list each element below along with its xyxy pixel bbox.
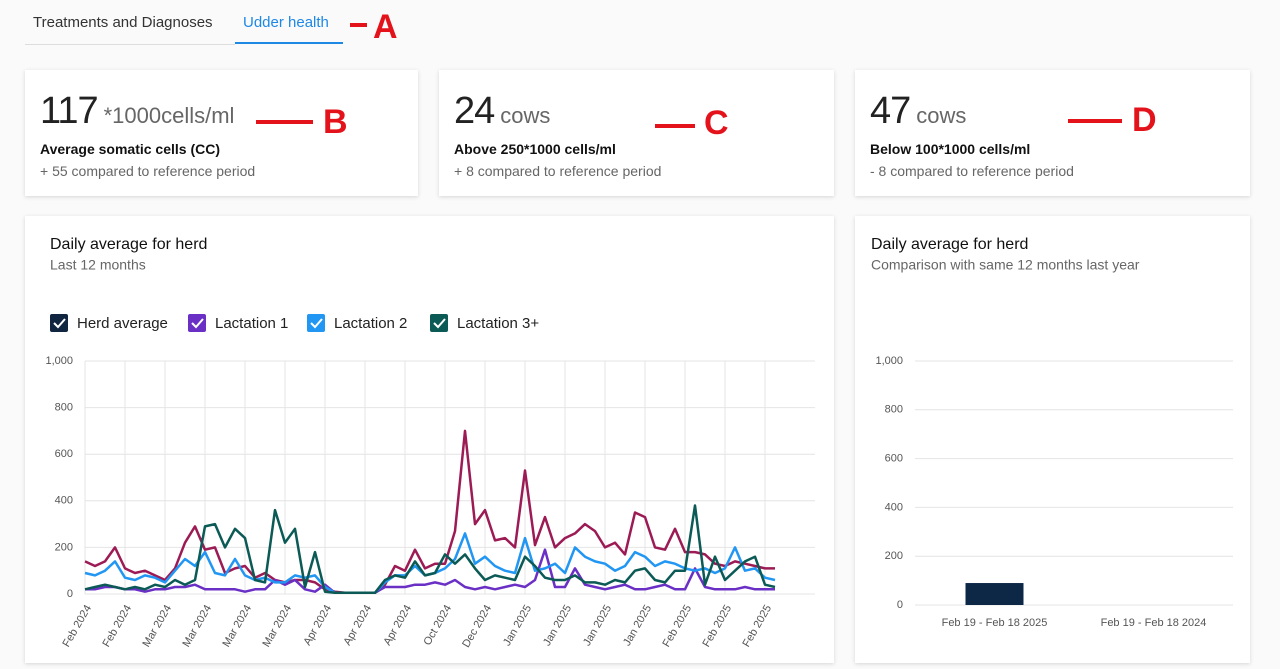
legend-check [191,318,204,329]
y-tick-label: 0 [897,599,903,611]
x-tick-label: Feb 2024 [60,603,94,649]
y-tick-label: 600 [885,453,903,465]
kpi-card: 117 *1000cells/ml Average somatic cells (… [25,70,418,196]
x-tick-label: Mar 2024 [140,603,174,649]
kpi-value: 24 [454,90,495,132]
annotation-dash [1068,119,1122,123]
tab[interactable]: Treatments and Diagnoses [33,14,213,31]
y-tick-label: 0 [67,588,73,600]
legend-label: Lactation 1 [215,315,288,332]
x-tick-label: Apr 2024 [381,603,414,648]
chart-subtitle: Last 12 months [50,257,146,273]
kpi-compare: + 8 compared to reference period [454,163,662,179]
annotation: A [373,8,398,46]
x-tick-label: Mar 2024 [180,603,214,649]
kpi-value: 117 [40,90,99,132]
chart-card [855,216,1250,663]
y-tick-label: 800 [55,402,73,414]
legend-label: Lactation 3+ [457,315,539,332]
x-tick-label: Jan 2025 [541,603,574,648]
y-tick-label: 400 [885,501,903,513]
x-tick-label: Apr 2024 [341,603,374,648]
x-tick-label: Mar 2024 [220,603,254,649]
y-tick-label: 1,000 [45,355,73,367]
series-line [85,548,775,595]
legend-checkbox[interactable] [307,314,325,332]
kpi-label: Average somatic cells (CC) [40,141,220,157]
x-tick-label: Feb 19 - Feb 18 2025 [942,617,1048,629]
legend-check [433,318,446,329]
kpi-card: 47 cows Below 100*1000 cells/ml - 8 compa… [855,70,1250,196]
series-line [84,504,776,595]
y-tick-label: 1,000 [875,355,903,367]
kpi-unit: *1000cells/ml [103,103,235,128]
annotation: B [323,103,348,141]
tab-border [25,44,235,45]
x-tick-label: Feb 2024 [100,603,134,649]
x-tick-label: Feb 2025 [740,603,774,649]
kpi-compare: - 8 compared to reference period [870,163,1074,179]
annotation-dash [256,120,313,124]
kpi-unit: cows [500,103,551,128]
legend-label: Lactation 2 [334,315,407,332]
y-tick-label: 200 [55,541,73,553]
kpi-card: 24 cows Above 250*1000 cells/ml + 8 compa… [439,70,834,196]
annotation-dash [350,23,367,27]
kpi-compare: + 55 compared to reference period [40,163,256,179]
x-tick-label: Jan 2025 [501,603,534,648]
annotation: D [1132,101,1157,139]
series-line [84,429,775,595]
x-tick-label: Apr 2024 [301,603,334,648]
legend-checkbox[interactable] [430,314,448,332]
legend-checkbox[interactable] [188,314,206,332]
x-tick-label: Mar 2024 [260,603,294,649]
chart-title: Daily average for herd [871,236,1028,253]
x-tick-label: Jan 2025 [581,603,614,648]
kpi-unit: cows [916,103,967,128]
x-tick-label: Feb 2025 [660,603,694,649]
legend-checkbox[interactable] [50,314,68,332]
kpi-value: 47 [870,90,911,132]
x-tick-label: Feb 2025 [700,603,734,649]
x-tick-label: Dec 2024 [460,603,494,650]
bar [965,583,1024,605]
chart-subtitle: Comparison with same 12 months last year [871,257,1140,273]
y-tick-label: 200 [885,550,903,562]
y-tick-label: 800 [885,404,903,416]
y-tick-label: 400 [55,495,73,507]
x-tick-label: Oct 2024 [421,603,454,648]
x-tick-label: Feb 19 - Feb 18 2024 [1101,617,1207,629]
annotation-dash [655,124,695,128]
kpi-label: Above 250*1000 cells/ml [454,141,616,157]
kpi-label: Below 100*1000 cells/ml [870,141,1031,157]
legend-check [53,318,66,329]
chart-title: Daily average for herd [50,236,207,253]
x-tick-label: Jan 2025 [621,603,654,648]
tab-underline [235,42,343,44]
legend-label: Herd average [77,315,168,332]
y-tick-label: 600 [55,448,73,460]
annotation: C [704,104,729,142]
legend-check [310,318,323,329]
tab-active[interactable]: Udder health [243,14,329,31]
